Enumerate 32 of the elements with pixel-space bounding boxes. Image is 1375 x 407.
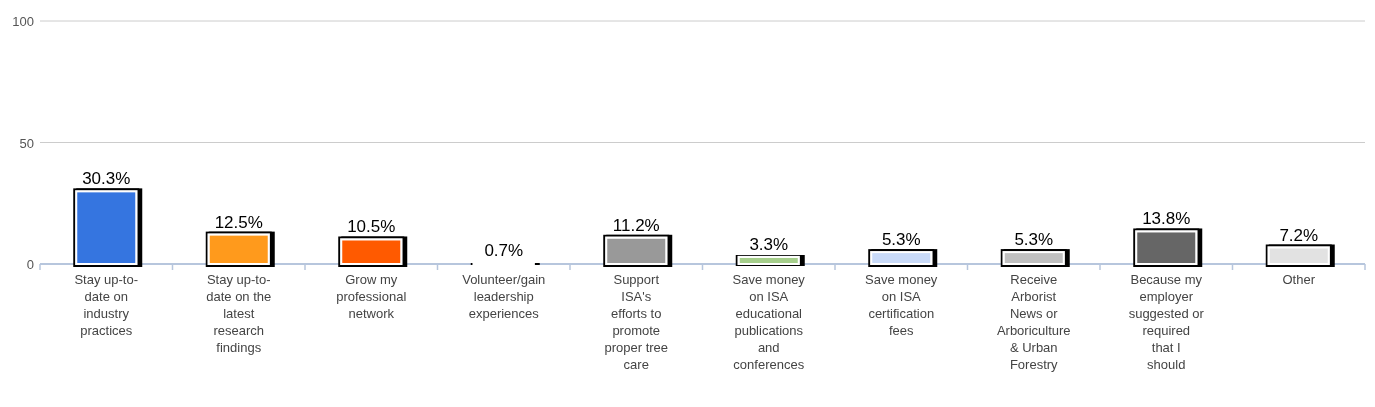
- bar: [1002, 251, 1065, 265]
- data-label: 0.7%: [484, 241, 524, 261]
- data-label: 30.3%: [82, 169, 131, 189]
- data-label: 12.5%: [214, 212, 263, 232]
- bar: [1267, 246, 1330, 265]
- bar: [207, 233, 270, 265]
- data-label: 5.3%: [881, 230, 921, 250]
- data-label: 13.8%: [1142, 209, 1191, 229]
- y-tick-label: 50: [19, 135, 34, 151]
- bar: [75, 190, 138, 265]
- x-tick-label: Stay up-to-date on the latest research findings: [206, 272, 272, 355]
- x-tick-label: Stay up-to-date on industry practices: [74, 272, 139, 338]
- x-tick-label: Because my employer suggested or required that I should: [1128, 272, 1205, 372]
- bar: [737, 255, 800, 265]
- x-tick-label: Other: [1282, 272, 1316, 287]
- data-label: 10.5%: [347, 217, 396, 237]
- data-label: 3.3%: [749, 234, 789, 254]
- data-label: 11.2%: [612, 215, 660, 235]
- x-tick-label: Save money on ISA certification fees: [865, 272, 938, 338]
- y-tick-label: 0: [26, 257, 34, 272]
- y-tick-label: 100: [12, 14, 34, 29]
- data-label: 5.3%: [1014, 230, 1054, 250]
- x-tick-label: Receive Arborist News or Arboriculture & Urban Forestry: [996, 272, 1071, 372]
- bar: [870, 251, 933, 265]
- bar: [1135, 230, 1198, 265]
- x-tick-label: Volunteer/gain leadership experiences: [462, 272, 546, 321]
- x-tick-label: Support ISA's efforts to promote proper tree care: [604, 272, 669, 372]
- bar: [340, 238, 403, 265]
- data-label: 7.2%: [1279, 225, 1319, 245]
- bar: [605, 236, 668, 265]
- x-tick-label: Grow my professional network: [336, 272, 407, 321]
- x-tick-label: Save money on ISA educational publications and conferences: [732, 272, 806, 372]
